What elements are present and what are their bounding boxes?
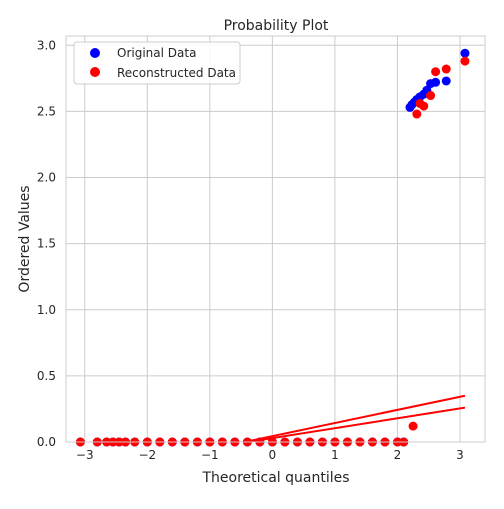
x-axis-label: Theoretical quantiles [201,470,349,486]
reconstructed-data-point [441,64,451,74]
y-tick-label: 0.5 [37,369,56,383]
reconstructed-data-point [460,56,470,66]
x-tick-label: −1 [201,448,219,462]
reconstructed-data-point [412,109,422,119]
y-tick-label: 2.5 [37,104,56,118]
legend-label-original: Original Data [117,46,196,60]
x-tick-label: −3 [76,448,94,462]
legend-box [73,41,241,85]
legend-marker-reconstructed [90,67,100,77]
legend: Original Data Reconstructed Data [73,41,241,85]
fit-line [239,394,466,442]
reconstructed-data-point [426,91,436,101]
data-points [75,48,470,447]
legend-label-reconstructed: Reconstructed Data [117,66,236,80]
chart-title: Probability Plot [224,18,329,34]
reconstructed-data-point [408,421,418,431]
y-tick-label: 1.5 [37,237,56,251]
reconstructed-data-point [431,67,441,77]
original-data-point [441,76,451,86]
original-data-point [431,77,441,87]
y-tick-labels: 0.0 0.5 1.0 1.5 2.0 2.5 3.0 [37,38,56,449]
x-tick-label: 0 [269,448,277,462]
plot-frame [65,35,486,443]
y-axis-label: Ordered Values [17,185,33,292]
x-tick-label: 3 [456,448,464,462]
legend-marker-original [90,48,100,58]
x-tick-labels: −3 −2 −1 0 1 2 3 [76,448,464,462]
y-tick-label: 1.0 [37,303,56,317]
x-tick-label: 1 [331,448,339,462]
y-tick-label: 2.0 [37,171,56,185]
original-data-point [460,48,470,58]
y-tick-label: 3.0 [37,38,56,52]
reconstructed-data-point [419,101,429,111]
y-tick-label: 0.0 [37,435,56,449]
x-tick-label: 2 [394,448,402,462]
x-tick-label: −2 [138,448,156,462]
